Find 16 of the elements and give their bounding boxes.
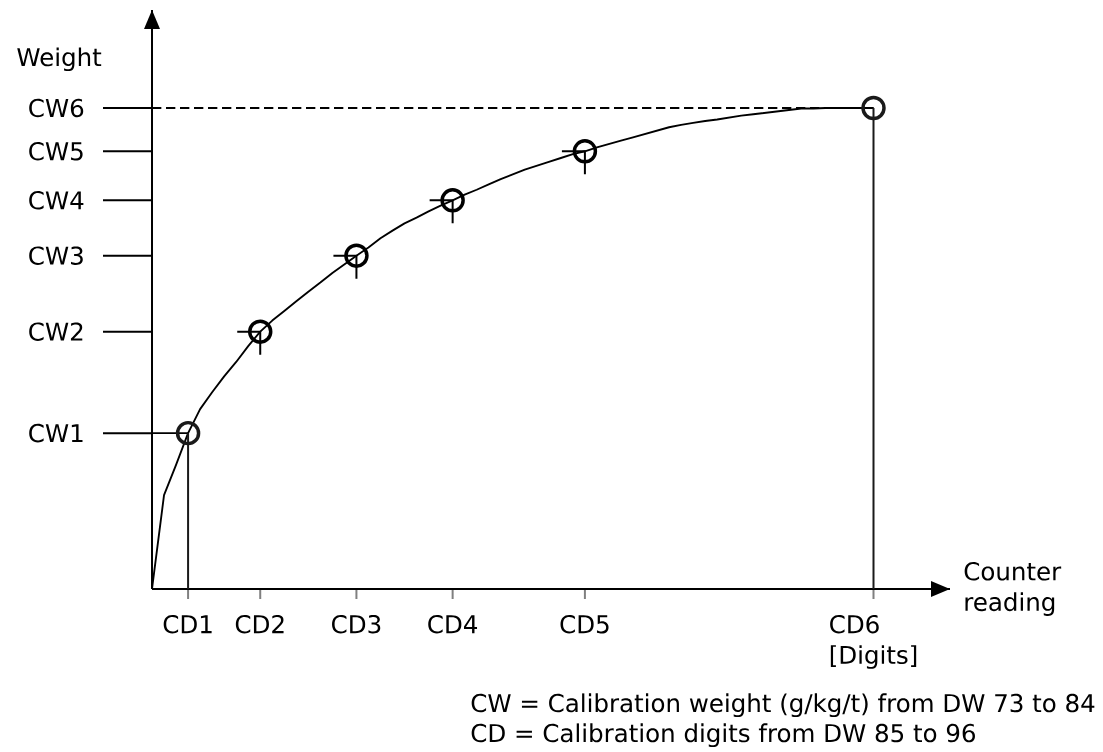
text: CW3 bbox=[29, 246, 83, 265]
x-axis-title: Counter reading bbox=[964, 562, 1062, 616]
text: CW4 bbox=[29, 191, 84, 210]
x-tick-label: CD1 bbox=[163, 614, 212, 634]
text: CW1 bbox=[29, 423, 83, 443]
text: CW5 bbox=[29, 142, 83, 161]
text: CD = Calibration digits from DW 85 to 96 bbox=[471, 723, 975, 748]
text: CW2 bbox=[29, 322, 83, 341]
text: CW = Calibration weight (g/kg/t) from DW 73 to 84 bbox=[471, 693, 1095, 718]
y-axis-title: Weight bbox=[17, 47, 102, 72]
text: CW6 bbox=[29, 98, 84, 118]
x-tick-label: CD3 bbox=[332, 614, 381, 634]
x-tick-label: CD2 bbox=[235, 614, 284, 634]
x-tick-label: CD6 [Digits] bbox=[830, 614, 917, 669]
x-tick-label: CD5 bbox=[560, 614, 609, 634]
x-tick-label: CD4 bbox=[428, 614, 478, 634]
